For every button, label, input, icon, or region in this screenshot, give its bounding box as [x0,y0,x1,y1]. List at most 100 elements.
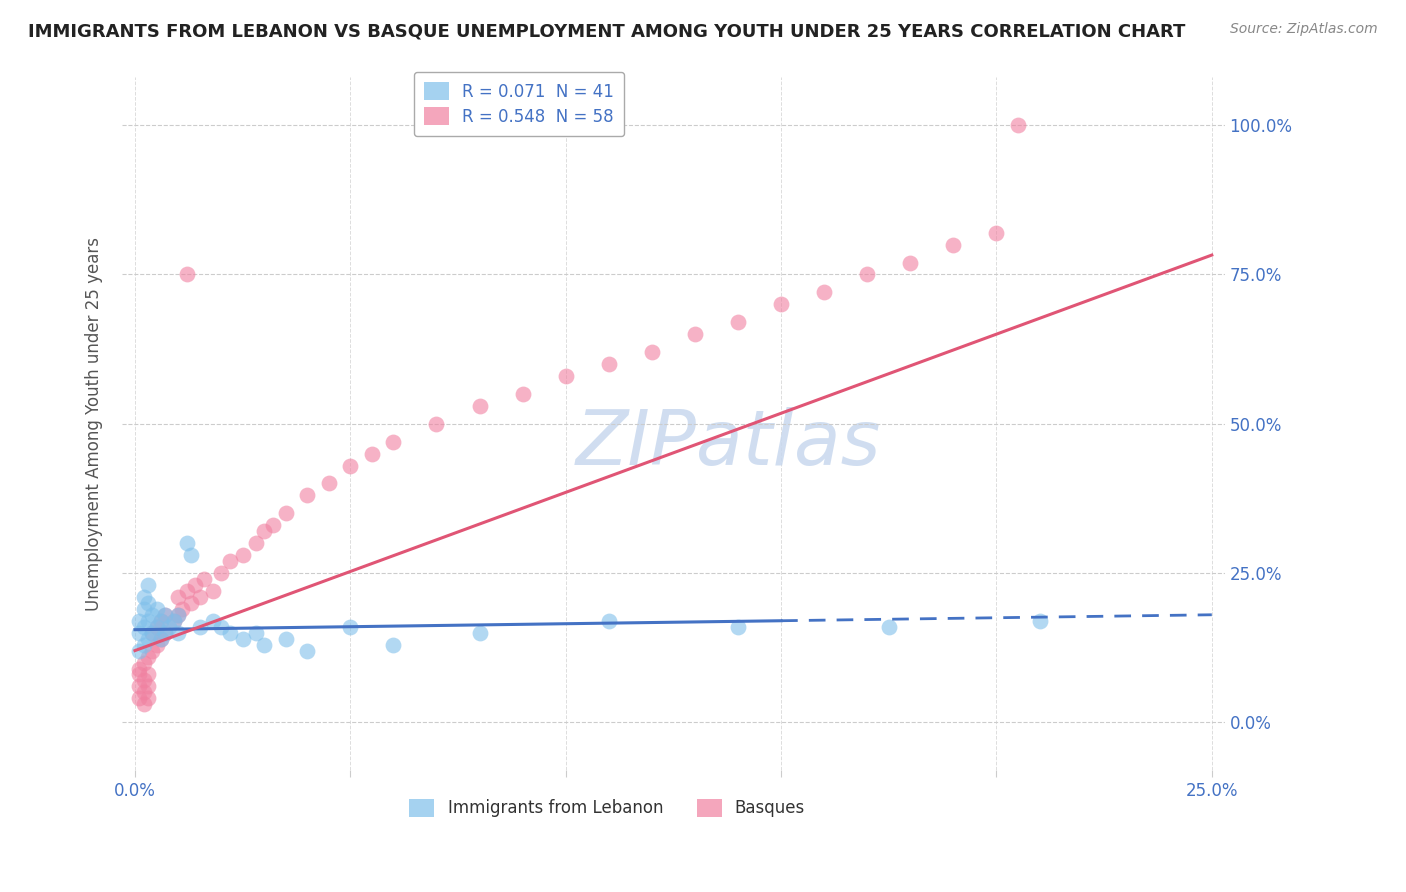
Point [128,643,150,657]
Point [132,638,155,652]
Point [770,297,793,311]
Point [132,602,155,616]
Text: ZIPatlas: ZIPatlas [576,408,882,482]
Point [167,607,190,622]
Point [184,578,207,592]
Text: IMMIGRANTS FROM LEBANON VS BASQUE UNEMPLOYMENT AMONG YOUTH UNDER 25 YEARS CORREL: IMMIGRANTS FROM LEBANON VS BASQUE UNEMPL… [28,22,1185,40]
Point [141,607,163,622]
Point [253,524,276,538]
Point [382,434,405,449]
Point [253,638,276,652]
Point [232,548,254,562]
Point [145,638,167,652]
Point [132,620,155,634]
Point [149,614,172,628]
Point [153,625,176,640]
Point [683,327,706,342]
Point [468,399,491,413]
Point [149,632,172,646]
Point [382,638,405,652]
Point [176,268,198,282]
Point [132,656,155,670]
Point [153,607,176,622]
Point [141,625,163,640]
Point [468,625,491,640]
Point [128,691,150,706]
Point [149,632,172,646]
Point [297,643,319,657]
Text: Source: ZipAtlas.com: Source: ZipAtlas.com [1230,22,1378,37]
Point [176,583,198,598]
Point [598,357,620,371]
Point [167,590,190,604]
Point [598,614,620,628]
Point [193,572,215,586]
Point [856,268,879,282]
Point [128,667,150,681]
Point [813,285,835,300]
Point [176,536,198,550]
Point [425,417,447,431]
Point [167,607,190,622]
Point [641,345,664,359]
Point [1028,614,1050,628]
Point [339,458,361,473]
Point [201,614,224,628]
Point [159,620,181,634]
Point [209,566,232,580]
Point [128,661,150,675]
Point [942,237,965,252]
Point [132,673,155,688]
Point [1007,118,1029,132]
Point [132,698,155,712]
Point [136,680,159,694]
Point [274,506,297,520]
Point [141,625,163,640]
Point [172,602,194,616]
Point [201,583,224,598]
Point [136,649,159,664]
Point [128,625,150,640]
Point [232,632,254,646]
Point [128,614,150,628]
Point [188,620,211,634]
Point [163,614,186,628]
Point [145,620,167,634]
Point [898,255,921,269]
Point [136,578,159,592]
Point [136,691,159,706]
Point [141,643,163,657]
Point [128,680,150,694]
Point [209,620,232,634]
Point [245,625,267,640]
Point [218,625,240,640]
Point [153,625,176,640]
Legend: Immigrants from Lebanon, Basques: Immigrants from Lebanon, Basques [402,792,811,824]
Point [136,632,159,646]
Point [180,596,202,610]
Point [132,590,155,604]
Point [153,607,176,622]
Point [145,602,167,616]
Point [262,518,284,533]
Point [274,632,297,646]
Point [318,476,340,491]
Y-axis label: Unemployment Among Youth under 25 years: Unemployment Among Youth under 25 years [86,236,103,611]
Point [877,620,900,634]
Point [145,620,167,634]
Point [727,620,749,634]
Point [245,536,267,550]
Point [180,548,202,562]
Point [136,667,159,681]
Point [163,614,186,628]
Point [136,596,159,610]
Point [297,488,319,502]
Point [218,554,240,568]
Point [167,625,190,640]
Point [986,226,1008,240]
Point [554,368,576,383]
Point [136,614,159,628]
Point [339,620,361,634]
Point [360,446,382,460]
Point [132,685,155,699]
